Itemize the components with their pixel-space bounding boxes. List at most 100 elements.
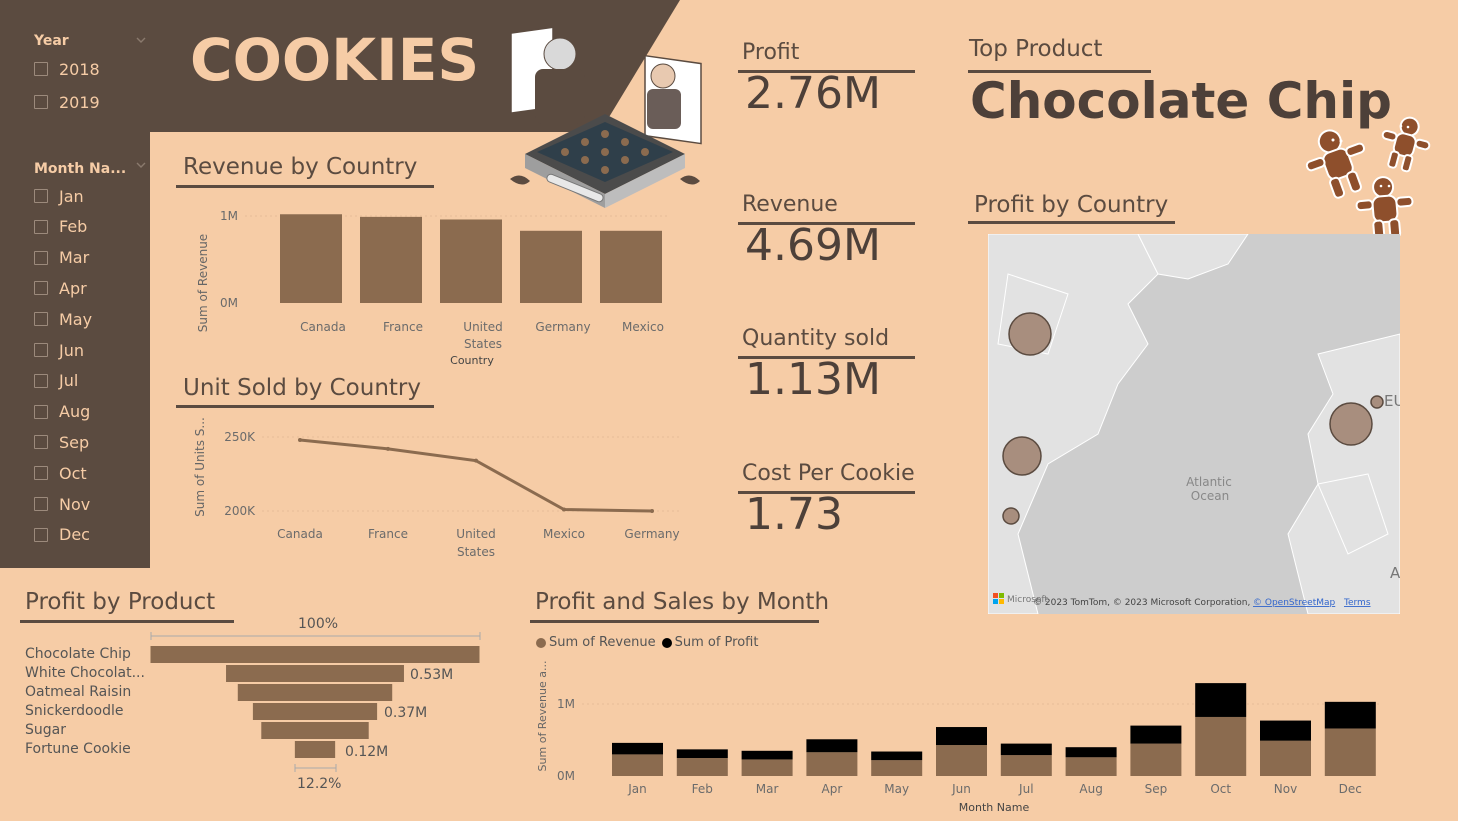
legend-item-revenue[interactable]: Sum of Revenue (549, 635, 656, 650)
profit-by-country-map[interactable]: Atlantic Ocean EU A Microsoft © 2023 Tom… (988, 234, 1400, 614)
bar-revenue-dec[interactable] (1324, 728, 1376, 776)
month-option-nov[interactable]: Nov (34, 494, 90, 514)
bar-profit-jan[interactable] (612, 742, 663, 755)
checkbox[interactable] (34, 219, 48, 234)
units-by-country-chart[interactable]: Sum of Units S... 250K 200K Canada France… (190, 415, 690, 565)
profit-by-product-funnel[interactable] (150, 645, 485, 765)
line-point[interactable] (474, 458, 478, 463)
divider (738, 491, 915, 494)
terms-link[interactable]: Terms (1343, 598, 1371, 608)
bar-revenue-jun[interactable] (936, 745, 987, 776)
line-point[interactable] (386, 446, 390, 451)
funnel-bar[interactable] (226, 665, 404, 682)
month-option-dec[interactable]: Dec (34, 525, 90, 545)
year-slicer-title: Year (34, 33, 69, 49)
line-point[interactable] (298, 437, 302, 442)
map-bubble[interactable] (1370, 395, 1384, 409)
checkbox[interactable] (34, 343, 48, 357)
funnel-value-label: 0.37M (384, 705, 428, 721)
funnel-top-bracket (150, 632, 481, 640)
bar-profit-oct[interactable] (1195, 683, 1247, 717)
bar-mexico[interactable] (600, 230, 662, 303)
bar-profit-jul[interactable] (1000, 743, 1052, 756)
checkbox[interactable] (34, 250, 48, 265)
checkbox[interactable] (34, 62, 48, 76)
bar-united-states[interactable] (440, 219, 502, 303)
chevron-down-icon[interactable] (136, 35, 146, 45)
checkbox[interactable] (34, 373, 48, 388)
funnel-bar[interactable] (261, 722, 369, 739)
funnel-bottom-pct: 12.2% (297, 776, 342, 792)
legend-swatch (661, 637, 672, 648)
bar-germany[interactable] (520, 230, 582, 303)
chevron-down-icon[interactable] (136, 160, 146, 170)
bar-revenue-mar[interactable] (741, 759, 793, 776)
month-option-sep[interactable]: Sep (34, 432, 89, 452)
bar-france[interactable] (360, 216, 422, 303)
month-option-jan[interactable]: Jan (34, 186, 84, 206)
checkbox[interactable] (34, 95, 48, 109)
divider (738, 222, 915, 225)
month-option-oct[interactable]: Oct (34, 463, 87, 483)
top-product-value: Chocolate Chip (970, 72, 1392, 130)
bar-revenue-jul[interactable] (1000, 755, 1052, 776)
funnel-category-label: Fortune Cookie (25, 741, 131, 757)
checkbox[interactable] (34, 312, 48, 327)
bar-profit-aug[interactable] (1065, 747, 1117, 758)
bar-revenue-apr[interactable] (806, 752, 858, 776)
month-option-mar[interactable]: Mar (34, 248, 89, 268)
x-tick-label: Jun (951, 782, 971, 796)
checkbox[interactable] (34, 189, 48, 203)
month-option-jul[interactable]: Jul (34, 371, 78, 391)
bar-revenue-jan[interactable] (612, 754, 663, 776)
openstreetmap-link[interactable]: © OpenStreetMap (1253, 598, 1336, 608)
checkbox[interactable] (34, 404, 48, 419)
checkbox[interactable] (34, 466, 48, 481)
bar-revenue-nov[interactable] (1260, 740, 1311, 776)
revenue-by-country-chart[interactable]: Sum of Revenue 1M 0M Canada France United S… (190, 195, 680, 375)
month-option-may[interactable]: May (34, 309, 92, 329)
bar-profit-sep[interactable] (1130, 725, 1182, 744)
bar-revenue-feb[interactable] (676, 758, 728, 776)
funnel-bar[interactable] (237, 684, 393, 701)
bar-profit-may[interactable] (871, 751, 923, 761)
bar-profit-dec[interactable] (1324, 701, 1376, 729)
divider (176, 185, 434, 188)
kpi-value-1: 4.69M (745, 220, 881, 271)
bar-profit-feb[interactable] (676, 749, 728, 758)
funnel-bar[interactable] (150, 646, 480, 663)
kpi-title-3: Cost Per Cookie (742, 461, 915, 486)
checkbox[interactable] (34, 497, 48, 511)
legend-item-profit[interactable]: Sum of Profit (674, 635, 759, 650)
bar-canada[interactable] (280, 214, 342, 303)
map-bubble[interactable] (1329, 402, 1373, 446)
bar-profit-jun[interactable] (936, 727, 987, 746)
checkbox[interactable] (34, 435, 48, 450)
map-bubble[interactable] (1008, 312, 1052, 356)
month-option-feb[interactable]: Feb (34, 217, 87, 237)
units-line-series[interactable] (299, 438, 653, 513)
profit-sales-by-month-chart[interactable]: Sum of Revenue a... 1M 0M Jan Feb Mar Apr Ma… (530, 660, 1390, 820)
y-tick-label: 1M (220, 209, 238, 223)
year-option-2018[interactable]: 2018 (34, 59, 100, 79)
funnel-bar[interactable] (252, 703, 378, 720)
bar-profit-mar[interactable] (741, 750, 793, 760)
bar-revenue-oct[interactable] (1195, 716, 1247, 776)
bar-revenue-may[interactable] (871, 760, 923, 776)
bar-revenue-aug[interactable] (1065, 757, 1117, 776)
month-option-jun[interactable]: Jun (34, 340, 84, 360)
funnel-bar[interactable] (294, 741, 336, 758)
checkbox[interactable] (34, 281, 48, 296)
bar-profit-nov[interactable] (1260, 720, 1311, 741)
map-bubble[interactable] (1002, 436, 1042, 476)
map-canvas[interactable]: Atlantic Ocean EU A Microsoft © 2023 Tom… (988, 234, 1400, 614)
month-option-aug[interactable]: Aug (34, 402, 90, 422)
bar-revenue-sep[interactable] (1130, 743, 1182, 776)
checkbox[interactable] (34, 527, 48, 542)
bar-profit-apr[interactable] (806, 739, 858, 753)
line-point[interactable] (562, 507, 566, 512)
line-point[interactable] (650, 509, 654, 513)
month-option-apr[interactable]: Apr (34, 278, 87, 298)
map-bubble[interactable] (1002, 507, 1020, 525)
year-option-2019[interactable]: 2019 (34, 92, 100, 112)
